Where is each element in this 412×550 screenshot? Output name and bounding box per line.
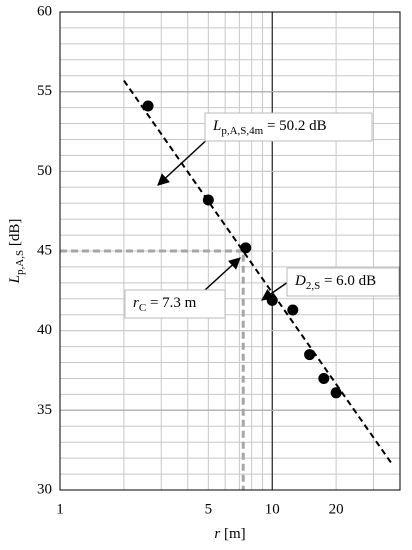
point	[142, 100, 154, 112]
annotation-main: L	[212, 118, 221, 134]
x-tick-label: 10	[265, 501, 280, 517]
annotation-arrow	[204, 257, 241, 291]
y-tick-label: 50	[37, 163, 52, 179]
annotation-main: D	[294, 273, 306, 289]
point	[202, 194, 214, 206]
x-tick-label: 1	[56, 501, 64, 517]
annotation: rC = 7.3 m	[133, 295, 197, 313]
trendline	[123, 79, 394, 466]
annotation-sub: p,A,S,4m	[221, 125, 263, 137]
point	[318, 372, 330, 384]
reference-line	[60, 249, 245, 490]
y-tick-label: 45	[37, 242, 52, 258]
point	[287, 304, 299, 316]
y-tick-label: 35	[37, 402, 52, 418]
marks	[60, 79, 394, 490]
plot-frame	[59, 11, 401, 491]
y-label-sub: p,A,S	[14, 250, 26, 275]
annotation-box	[124, 289, 226, 319]
annotation-sub: C	[139, 302, 146, 314]
annotation-main: r	[133, 295, 139, 311]
point	[240, 242, 252, 254]
annotation: D2,S = 6.0 dB	[294, 273, 376, 291]
point	[330, 387, 342, 399]
y-axis-label: Lp,A,S [dB]	[7, 219, 25, 285]
annotation: Lp,A,S,4m = 50.2 dB	[212, 118, 327, 136]
point	[304, 349, 316, 361]
point	[266, 294, 278, 306]
annotation-sub: 2,S	[306, 280, 320, 292]
y-tick-label: 60	[37, 3, 52, 19]
x-label-main: r	[214, 526, 220, 542]
annotation-arrow	[261, 281, 289, 301]
y-label-main: L	[7, 275, 23, 284]
annotation-rest: = 7.3 m	[146, 295, 196, 311]
annotation-box	[286, 267, 400, 297]
x-label-rest: [m]	[220, 526, 245, 542]
y-tick-label: 40	[37, 322, 52, 338]
y-label-rest: [dB]	[7, 219, 23, 250]
annotation-arrow	[157, 134, 213, 186]
y-tick-label: 55	[37, 83, 52, 99]
y-tick-label: 30	[37, 481, 52, 497]
x-tick-label: 5	[205, 501, 213, 517]
x-tick-label: 20	[329, 501, 344, 517]
annotation-rest: = 50.2 dB	[263, 118, 326, 134]
annotation-rest: = 6.0 dB	[320, 273, 376, 289]
annotation-box	[204, 112, 373, 142]
x-axis-label: r [m]	[214, 526, 245, 542]
